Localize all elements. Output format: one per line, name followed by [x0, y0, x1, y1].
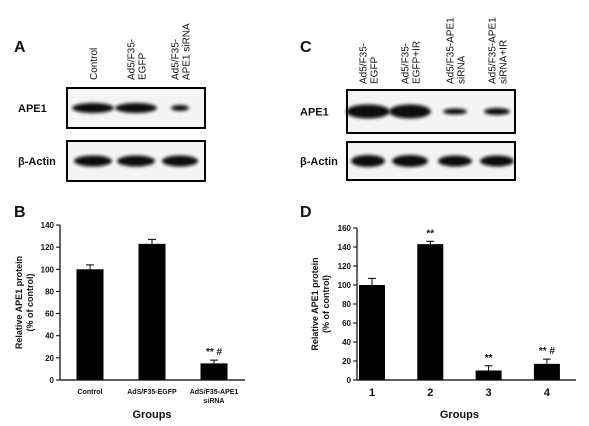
bar [417, 244, 444, 380]
annotation: ** [426, 228, 434, 239]
y-tick-label: 40 [45, 332, 54, 341]
band [171, 105, 189, 111]
row-label: β-Actin [18, 156, 56, 168]
row-label: APE1 [18, 103, 47, 115]
y-tick-label: 0 [347, 376, 352, 385]
band [389, 104, 431, 119]
bar [475, 370, 502, 380]
panel-label: B [14, 204, 26, 221]
panel-label: C [300, 39, 312, 56]
error-bar [148, 238, 156, 244]
y-tick-label: 140 [338, 243, 352, 252]
row-label: APE1 [300, 107, 329, 119]
y-tick-label: 120 [41, 243, 55, 252]
lane-label: Ad5/F35-APE1 [488, 17, 499, 84]
lane-label: Ad5/F35- [359, 43, 370, 84]
error-bar [210, 359, 218, 364]
panel-label: D [300, 204, 312, 221]
annotation: ** # [539, 346, 556, 357]
y-tick-label: 60 [45, 310, 54, 319]
band [443, 108, 467, 115]
error-bar [542, 358, 551, 364]
error-bar [426, 240, 435, 245]
band [115, 103, 157, 113]
y-tick-label: 20 [342, 357, 351, 366]
y-tick-label: 0 [50, 376, 55, 385]
y-tick-label: 80 [342, 300, 351, 309]
annotation: ** [485, 353, 493, 364]
panel-label: A [14, 39, 26, 56]
x-tick-label: 3 [486, 387, 492, 399]
x-tick-label: 1 [369, 387, 375, 399]
x-tick-label: AdS/F35-APE1 siRNA [190, 389, 239, 405]
band [346, 104, 390, 119]
lane-label: Control [89, 48, 100, 80]
x-tick-label: 4 [544, 387, 551, 399]
bar [533, 363, 560, 380]
x-tick-label: AdS/F35-EGFP [127, 389, 177, 396]
x-axis-label: Groups [132, 409, 171, 421]
band [484, 108, 510, 115]
error-bar [484, 365, 493, 371]
y-tick-label: 80 [45, 287, 54, 296]
y-tick-label: 60 [342, 319, 351, 328]
row-label: β-Actin [300, 156, 338, 168]
y-axis-label: Relative APE1 protein(% of control) [14, 256, 35, 349]
y-tick-label: 120 [338, 262, 352, 271]
lane-label: Ad5/F35- [401, 43, 412, 84]
lane-label: siRNA+IR [499, 40, 510, 84]
lane-label: EGFP+IR [412, 41, 423, 84]
band [480, 155, 514, 167]
y-tick-label: 140 [41, 221, 55, 230]
band [438, 155, 472, 167]
bar [138, 243, 166, 380]
band [74, 155, 112, 167]
y-axis-label: Relative APE1 protein(% of control) [310, 257, 331, 350]
error-bar [86, 264, 94, 270]
lane-label: Ad5/F35- [171, 39, 182, 80]
bar [359, 285, 385, 380]
x-axis-label: Groups [440, 409, 479, 421]
y-tick-label: 40 [342, 338, 351, 347]
lane-label: Ad5/F35-APE1 [446, 17, 457, 84]
band [72, 103, 114, 113]
band [392, 155, 428, 167]
lane-label: EGFP [370, 56, 381, 84]
bar [76, 269, 104, 380]
bar [200, 363, 228, 380]
y-tick-label: 20 [45, 354, 54, 363]
x-tick-label: Control [78, 389, 103, 396]
y-tick-label: 100 [41, 265, 55, 274]
lane-label: APE1 siRNA [182, 23, 193, 80]
band [117, 155, 155, 167]
lane-label: siRNA [457, 55, 468, 84]
y-tick-label: 100 [338, 281, 352, 290]
annotation: ** # [206, 347, 223, 358]
error-bar [368, 277, 376, 285]
lane-label: EGFP [138, 52, 149, 80]
x-tick-label: 2 [427, 387, 433, 399]
band [351, 155, 385, 167]
y-tick-label: 160 [338, 224, 352, 233]
band [162, 155, 198, 167]
lane-label: Ad5/F35- [127, 39, 138, 80]
